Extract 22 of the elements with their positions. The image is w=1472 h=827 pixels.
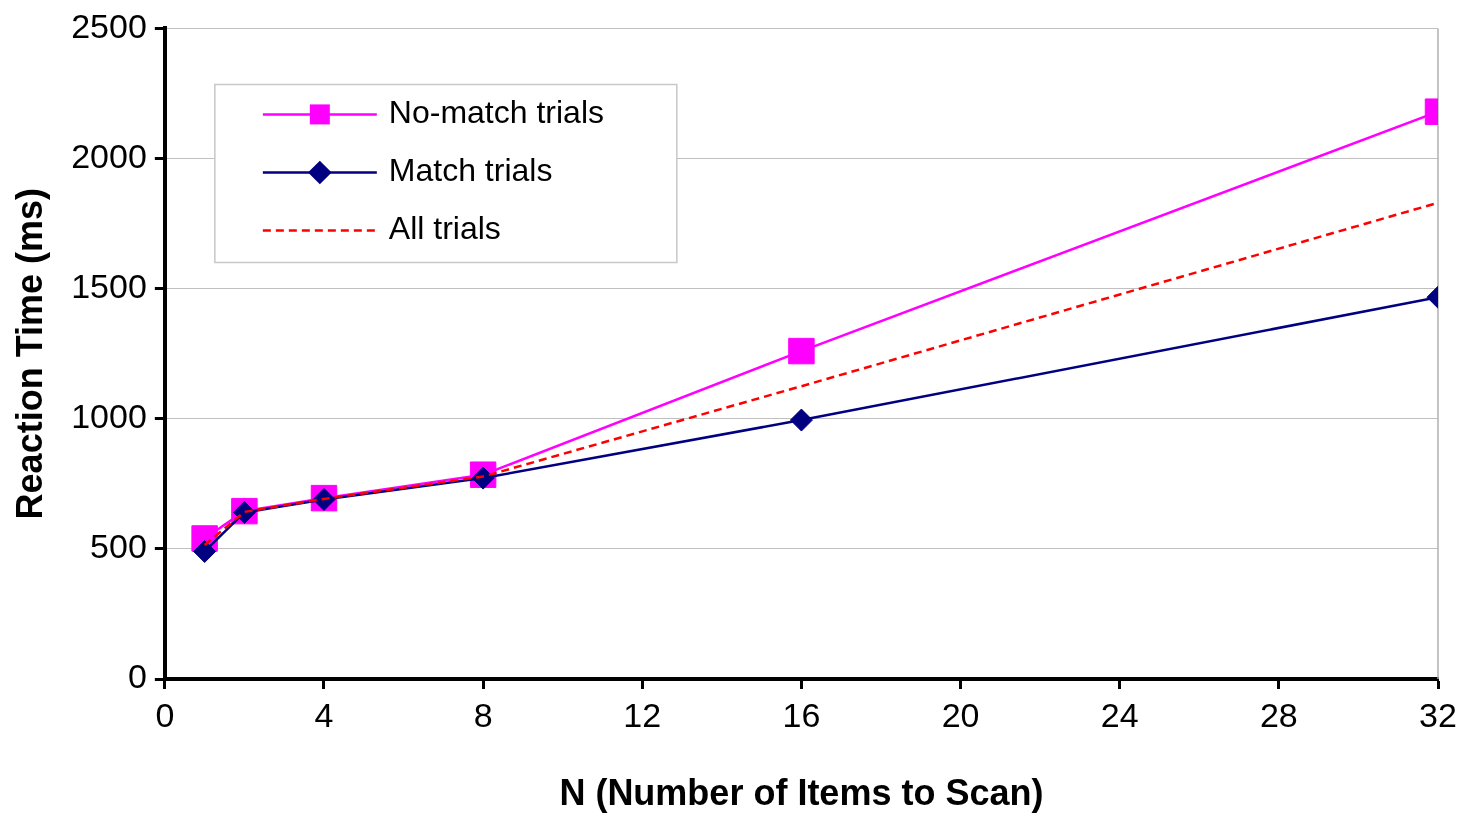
y-tick-label: 2500: [71, 6, 147, 45]
x-tick-label: 0: [155, 695, 175, 734]
point: [193, 539, 217, 563]
x-tick-label: 16: [782, 695, 821, 734]
x-tick-label: 28: [1259, 695, 1298, 734]
point: [471, 466, 495, 490]
y-tick-label: 500: [90, 527, 147, 566]
x-tick-label: 12: [623, 695, 662, 734]
x-tick-label: 4: [314, 695, 334, 734]
legend-label: All trials: [388, 210, 501, 247]
x-axis-title: N (Number of Items to Scan): [559, 772, 1044, 814]
x-tick-label: 32: [1419, 695, 1457, 734]
y-tick-label: 0: [127, 657, 147, 696]
y-tick-label: 2000: [71, 136, 147, 175]
x-tick-label: 24: [1100, 695, 1139, 734]
y-tick-label: 1500: [71, 267, 147, 306]
y-tick-label: 1000: [71, 397, 147, 436]
x-tick-label: 20: [941, 695, 980, 734]
y-axis-title: Reaction Time (ms): [8, 187, 50, 520]
legend-label: Match trials: [388, 152, 553, 189]
legend-label: No-match trials: [388, 94, 604, 131]
x-tick-label: 8: [473, 695, 493, 734]
